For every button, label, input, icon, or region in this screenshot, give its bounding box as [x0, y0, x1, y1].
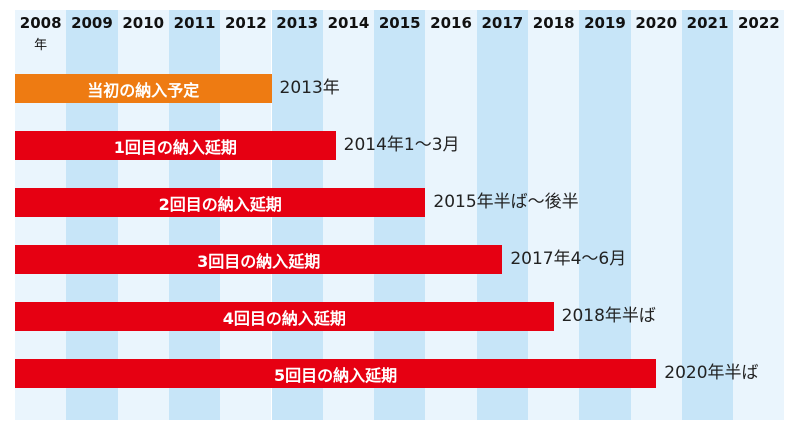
bar-value-label-3: 2015年半ば～後半	[433, 192, 579, 212]
year-label-2011: 2011	[173, 14, 216, 32]
year-column-2019	[579, 10, 631, 420]
bar-value-label-2: 2014年1～3月	[343, 135, 460, 155]
year-column-2017	[476, 10, 528, 420]
year-unit-label: 年	[34, 38, 48, 53]
year-label-2020: 2020	[635, 14, 678, 32]
year-label-2014: 2014	[327, 14, 370, 32]
year-column-2022	[733, 10, 785, 420]
bar-2: 1回目の納入延期	[15, 131, 336, 160]
bar-6: 5回目の納入延期	[15, 359, 657, 388]
year-column-2020	[630, 10, 682, 420]
year-label-2015: 2015	[378, 14, 421, 32]
bar-5: 4回目の納入延期	[15, 302, 554, 331]
year-column-2021	[681, 10, 734, 420]
bar-4: 3回目の納入延期	[15, 245, 503, 274]
year-label-2017: 2017	[481, 14, 524, 32]
bar-1: 当初の納入予定	[15, 74, 272, 103]
bar-value-label-4: 2017年4～6月	[510, 249, 627, 269]
year-label-2013: 2013	[276, 14, 319, 32]
year-column-2016	[425, 10, 477, 420]
year-label-2009: 2009	[71, 14, 113, 32]
year-label-2008: 2008	[19, 14, 62, 32]
bar-value-label-6: 2020年半ば	[664, 363, 759, 383]
year-label-2018: 2018	[532, 14, 575, 32]
year-label-2021: 2021	[686, 14, 729, 32]
bar-value-label-1: 2013年	[279, 78, 340, 98]
year-column-2018	[528, 10, 580, 420]
year-label-2010: 2010	[122, 14, 165, 32]
year-label-2012: 2012	[224, 14, 267, 32]
year-label-2019: 2019	[584, 14, 626, 32]
year-label-2016: 2016	[430, 14, 472, 32]
year-label-2022: 2022	[737, 14, 780, 32]
bar-3: 2回目の納入延期	[15, 188, 426, 217]
bar-value-label-5: 2018年半ば	[561, 306, 656, 326]
